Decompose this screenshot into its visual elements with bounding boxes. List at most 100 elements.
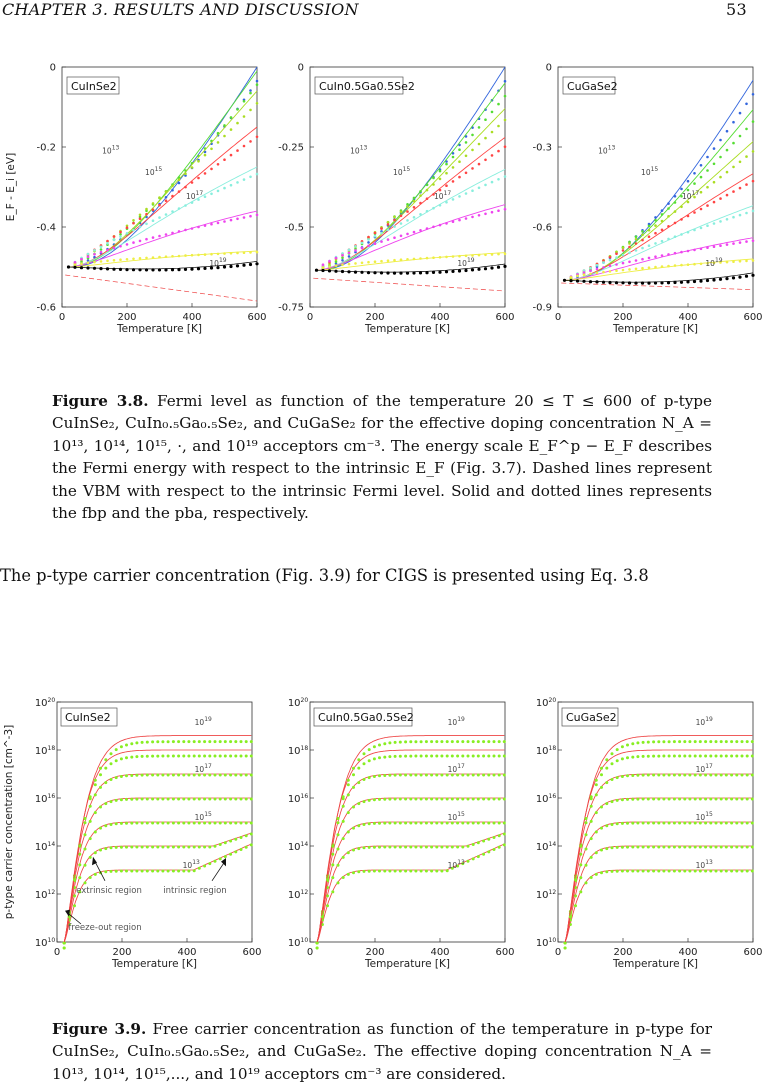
pba-dot xyxy=(482,773,486,777)
pba-dot xyxy=(229,153,233,157)
pba-dot xyxy=(487,773,491,777)
pba-dot xyxy=(203,153,207,157)
pba-dot xyxy=(352,773,355,777)
pba-dot xyxy=(125,232,129,235)
pba-dot xyxy=(608,255,612,259)
pba-dot xyxy=(719,869,723,873)
pba-dot xyxy=(698,869,702,873)
y-tick-label: 1020 xyxy=(35,697,56,709)
pba-dot xyxy=(693,754,697,758)
pba-dot xyxy=(158,255,161,259)
pba-dot xyxy=(140,740,144,744)
pba-dot-1e19 xyxy=(627,281,632,285)
pba-dot xyxy=(414,773,418,777)
pba-dot xyxy=(724,821,728,825)
pba-dot xyxy=(672,773,676,777)
pba-dot xyxy=(435,797,439,801)
pba-dot xyxy=(706,224,709,227)
curve-doping-label: 1019 xyxy=(209,257,226,268)
pba-dot xyxy=(135,845,139,849)
pba-dot xyxy=(341,876,345,879)
pba-dot xyxy=(712,147,716,150)
pba-dot xyxy=(140,845,144,849)
figure-3-8-caption: Figure 3.8. Fermi level as function of t… xyxy=(52,390,712,524)
pba-dot xyxy=(502,773,506,777)
pba-dot xyxy=(435,740,439,744)
pba-dot-1e19 xyxy=(216,266,220,270)
pba-dot xyxy=(709,740,713,744)
x-tick-label: 600 xyxy=(495,947,514,958)
pba-dot xyxy=(99,248,103,251)
pba-dot xyxy=(730,821,734,825)
pba-dot xyxy=(751,209,755,213)
pba-dot xyxy=(78,890,82,894)
pba-dot xyxy=(719,155,722,159)
pba-dot xyxy=(490,110,494,114)
y-tick-label: 1016 xyxy=(536,793,557,805)
pba-dot xyxy=(182,869,186,873)
fbp-solid-line xyxy=(316,843,505,943)
pba-dot xyxy=(255,213,259,217)
pba-dot xyxy=(563,946,567,950)
pba-dot xyxy=(367,869,371,873)
x-axis-label: Temperature [K] xyxy=(364,323,450,335)
pba-dot xyxy=(672,845,676,849)
pba-dot xyxy=(451,198,455,201)
pba-dot xyxy=(223,773,227,777)
pba-dot-1e19 xyxy=(673,280,677,285)
pba-dot xyxy=(471,797,475,801)
fbp-solid-line xyxy=(68,126,258,268)
pba-dot xyxy=(328,259,331,263)
pba-dot xyxy=(383,869,387,873)
pba-dot xyxy=(425,256,429,260)
pba-dot xyxy=(373,260,377,263)
pba-dot xyxy=(698,797,702,801)
pba-dot xyxy=(502,832,506,836)
pba-dot xyxy=(244,754,248,758)
pba-dot xyxy=(450,866,454,870)
pba-dot xyxy=(393,845,397,849)
pba-dot xyxy=(680,263,683,267)
pba-dot xyxy=(646,845,650,849)
pba-dot-1e19 xyxy=(118,267,123,271)
pba-dot xyxy=(145,754,149,758)
pba-dot xyxy=(732,141,735,145)
pba-dot-1e19 xyxy=(718,277,723,281)
pba-dot xyxy=(326,894,329,898)
pba-dot xyxy=(435,821,439,825)
pba-dot xyxy=(683,740,687,744)
pba-dot xyxy=(425,227,429,230)
pba-dot xyxy=(686,200,690,204)
pba-dot xyxy=(626,821,629,825)
pba-dot xyxy=(657,754,661,758)
pba-dot xyxy=(732,165,735,169)
pba-dot xyxy=(735,754,739,758)
pba-dot xyxy=(73,263,77,266)
pba-dot xyxy=(409,740,413,744)
pba-dot xyxy=(725,243,729,246)
pba-dot xyxy=(660,228,664,232)
pba-dot xyxy=(398,740,402,744)
pba-dot xyxy=(372,745,376,749)
pba-dot xyxy=(223,220,226,223)
pba-dot xyxy=(378,743,381,747)
pba-dot xyxy=(213,754,217,758)
material-label-box xyxy=(66,76,120,95)
pba-dot xyxy=(424,821,428,825)
pba-dot xyxy=(438,204,442,207)
pba-dot xyxy=(425,183,429,187)
annotation-extrinsic-region: extrinsic region xyxy=(76,886,142,896)
pba-dot xyxy=(482,821,486,825)
pba-dot xyxy=(132,219,135,222)
pba-dot xyxy=(714,869,718,873)
pba-dot xyxy=(135,773,139,777)
pba-dot xyxy=(86,255,90,258)
pba-dot-1e19 xyxy=(340,269,345,274)
pba-dot xyxy=(492,754,496,758)
pba-dot xyxy=(386,220,390,224)
pba-dot-1e19 xyxy=(399,271,403,275)
pba-dot xyxy=(164,196,168,199)
pba-dot xyxy=(398,773,402,777)
pba-dot-1e19 xyxy=(177,268,181,272)
pba-dot-1e19 xyxy=(92,266,97,270)
